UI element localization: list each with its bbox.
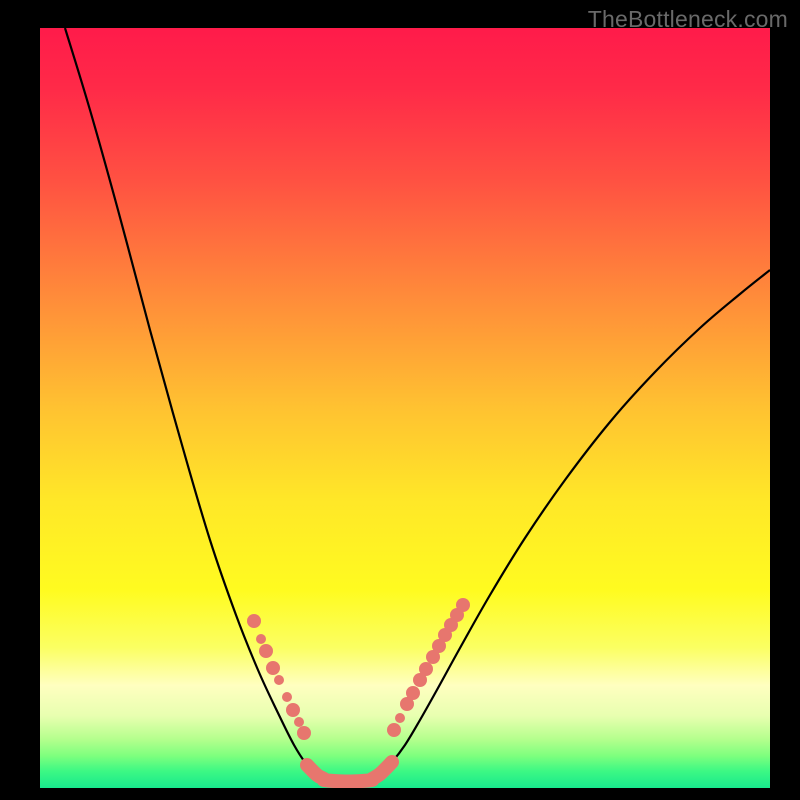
highlight-dot [294,717,304,727]
plot-svg [0,0,800,800]
highlight-dot [387,723,401,737]
highlight-dot [259,644,273,658]
highlight-dot [456,598,470,612]
highlight-dot [282,692,292,702]
highlight-dot [274,675,284,685]
highlight-dot [286,703,300,717]
highlight-dot [406,686,420,700]
highlight-dot [395,713,405,723]
chart-stage: TheBottleneck.com [0,0,800,800]
highlight-dot [266,661,280,675]
highlight-dot [256,634,266,644]
gradient-background [40,28,770,788]
highlight-dot [297,726,311,740]
watermark-text: TheBottleneck.com [588,6,788,33]
highlight-dot [419,662,433,676]
highlight-dot [247,614,261,628]
